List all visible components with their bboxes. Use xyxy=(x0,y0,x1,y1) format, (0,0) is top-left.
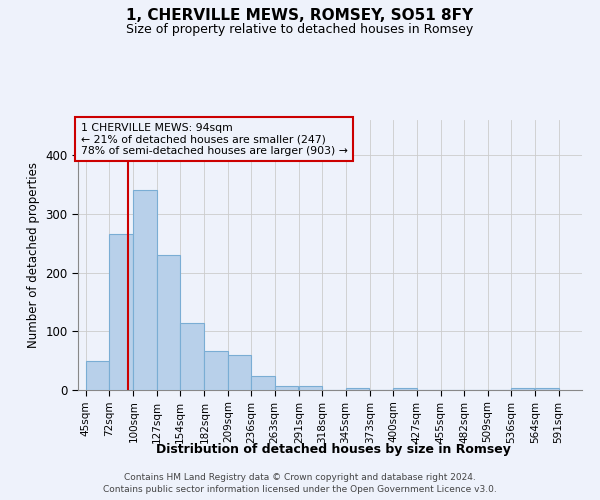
Bar xyxy=(205,350,228,390)
Bar xyxy=(299,386,322,390)
Text: Contains public sector information licensed under the Open Government Licence v3: Contains public sector information licen… xyxy=(103,485,497,494)
Bar xyxy=(393,388,416,390)
Text: 1, CHERVILLE MEWS, ROMSEY, SO51 8FY: 1, CHERVILLE MEWS, ROMSEY, SO51 8FY xyxy=(127,8,473,22)
Bar xyxy=(133,190,157,390)
Bar xyxy=(180,322,203,390)
Bar xyxy=(535,388,559,390)
Text: Contains HM Land Registry data © Crown copyright and database right 2024.: Contains HM Land Registry data © Crown c… xyxy=(124,472,476,482)
Bar xyxy=(251,376,275,390)
Bar xyxy=(511,388,535,390)
Text: Size of property relative to detached houses in Romsey: Size of property relative to detached ho… xyxy=(127,22,473,36)
Bar xyxy=(228,355,251,390)
Text: Distribution of detached houses by size in Romsey: Distribution of detached houses by size … xyxy=(155,442,511,456)
Bar xyxy=(157,255,180,390)
Bar xyxy=(346,388,369,390)
Text: 1 CHERVILLE MEWS: 94sqm
← 21% of detached houses are smaller (247)
78% of semi-d: 1 CHERVILLE MEWS: 94sqm ← 21% of detache… xyxy=(80,122,347,156)
Bar xyxy=(86,360,109,390)
Y-axis label: Number of detached properties: Number of detached properties xyxy=(27,162,40,348)
Bar xyxy=(275,386,298,390)
Bar xyxy=(109,234,133,390)
